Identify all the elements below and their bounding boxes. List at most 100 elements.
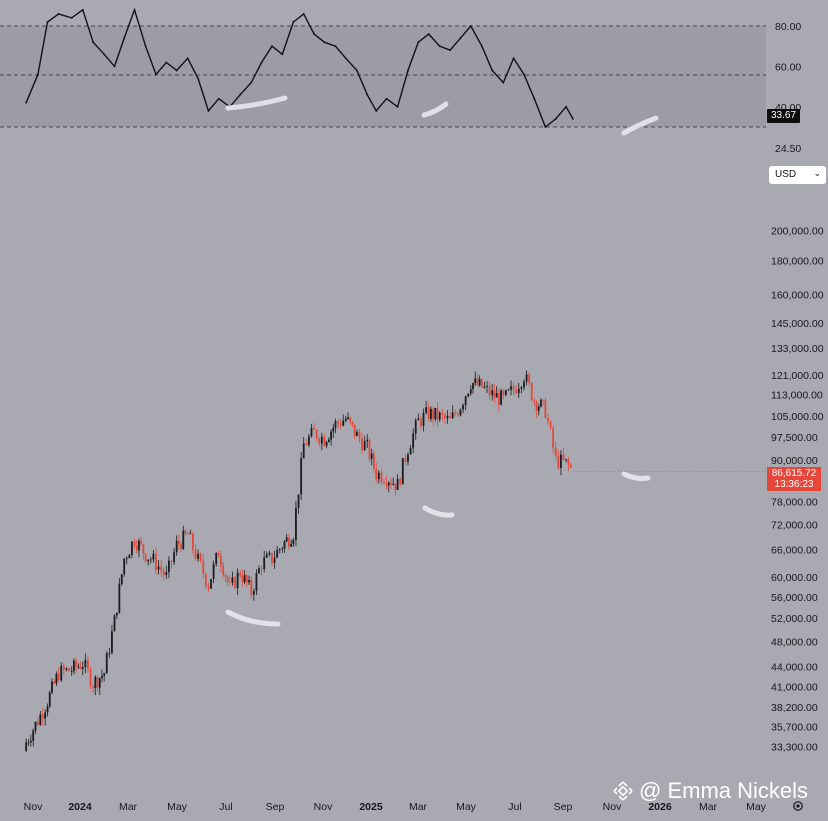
rsi-point — [565, 105, 567, 108]
rsi-point — [459, 37, 462, 40]
candle-body — [248, 580, 250, 583]
candle-body — [224, 575, 227, 577]
candle-body — [53, 681, 56, 684]
candle-body — [323, 436, 326, 446]
rsi-band — [0, 26, 766, 127]
time-tick-label: May — [456, 801, 477, 813]
price-highlight-mark — [422, 505, 455, 518]
candle-body — [510, 386, 512, 390]
price-tick-label: 35,700.00 — [771, 722, 818, 734]
time-tick-label: Mar — [409, 801, 428, 813]
exchange-logo-icon — [613, 781, 633, 801]
candle-body — [113, 615, 116, 632]
candle-body — [493, 390, 496, 398]
candle-body — [210, 579, 212, 589]
rsi-point — [186, 57, 189, 60]
rsi-point — [385, 97, 388, 100]
rsi-highlight-mark — [225, 95, 288, 111]
candle-body — [351, 421, 354, 425]
candle-body — [260, 568, 263, 570]
rsi-point — [165, 61, 168, 64]
candle-body — [75, 660, 78, 668]
gear-icon[interactable] — [792, 800, 804, 812]
price-tick-label: 44,000.00 — [771, 661, 818, 673]
candle-body — [51, 681, 53, 693]
candle-body — [125, 558, 128, 560]
candle-body — [202, 560, 205, 574]
candle-body — [283, 541, 286, 549]
candle-body — [373, 453, 375, 469]
rsi-point — [292, 21, 295, 23]
candle-body — [310, 428, 313, 437]
candle-body — [520, 387, 523, 389]
candle-body — [105, 653, 108, 674]
price-tick-label: 78,000.00 — [771, 496, 818, 508]
candle-body — [523, 381, 525, 388]
price-tick-label: 145,000.00 — [771, 318, 824, 330]
candle-body — [204, 573, 207, 586]
candle-body — [207, 585, 210, 589]
candle-body — [342, 420, 345, 426]
rsi-point — [271, 45, 273, 48]
candle-body — [347, 417, 349, 419]
candle-body — [241, 576, 244, 583]
rsi-point — [250, 81, 253, 84]
currency-select[interactable]: USD ⌄ — [769, 166, 826, 184]
candle-body — [504, 390, 507, 395]
candle-body — [368, 439, 371, 459]
candle-body — [290, 543, 293, 547]
candle-body — [353, 424, 356, 437]
candle-body — [278, 549, 281, 550]
time-tick-label: Nov — [314, 801, 333, 813]
rsi-point — [469, 25, 472, 27]
price-tick-label: 200,000.00 — [771, 225, 824, 237]
candle-body — [199, 553, 202, 561]
candle-body — [231, 577, 234, 583]
time-tick-label: Nov — [24, 801, 43, 813]
candle-body — [281, 548, 284, 550]
rsi-point — [217, 97, 220, 100]
candle-body — [469, 389, 472, 394]
candle-body — [226, 576, 229, 582]
candle-body — [383, 482, 385, 484]
candle-body — [394, 483, 397, 490]
candle-body — [87, 660, 89, 669]
candle-body — [441, 412, 444, 415]
candle-body — [305, 443, 308, 446]
candle-body — [285, 537, 288, 542]
price-tick-label: 105,000.00 — [771, 411, 824, 423]
candle-body — [263, 557, 266, 570]
candle-body — [427, 407, 430, 419]
candle-body — [297, 494, 300, 508]
rsi-point — [366, 93, 369, 96]
rsi-point — [480, 45, 483, 48]
candle-body — [409, 448, 412, 455]
candle-body — [449, 416, 451, 419]
candle-body — [133, 541, 136, 546]
highlight-layer — [225, 95, 659, 627]
candle-body — [60, 665, 63, 681]
candle-body — [472, 383, 474, 390]
candle-body — [432, 408, 435, 420]
candle-body — [255, 573, 258, 592]
candle-body — [535, 401, 538, 411]
candle-body — [180, 544, 182, 549]
time-tick-label: May — [746, 801, 767, 813]
price-axis: 200,000.00 180,000.00 160,000.00 145,000.00… — [771, 225, 824, 753]
time-tick-label: 2026 — [648, 801, 672, 813]
rsi-point — [239, 93, 242, 96]
candle-body — [25, 742, 28, 752]
candle-body — [276, 549, 279, 558]
time-tick-label: Sep — [554, 801, 573, 813]
rsi-point — [113, 65, 116, 68]
candle-body — [197, 553, 199, 559]
candle-body — [234, 577, 236, 589]
candle-body — [540, 399, 542, 407]
rsi-point — [375, 109, 378, 112]
candle-body — [344, 418, 347, 421]
price-tick-label: 48,000.00 — [771, 636, 818, 648]
candle-body — [135, 545, 138, 551]
price-tick-label: 97,500.00 — [771, 432, 818, 444]
rsi-point — [175, 69, 178, 72]
